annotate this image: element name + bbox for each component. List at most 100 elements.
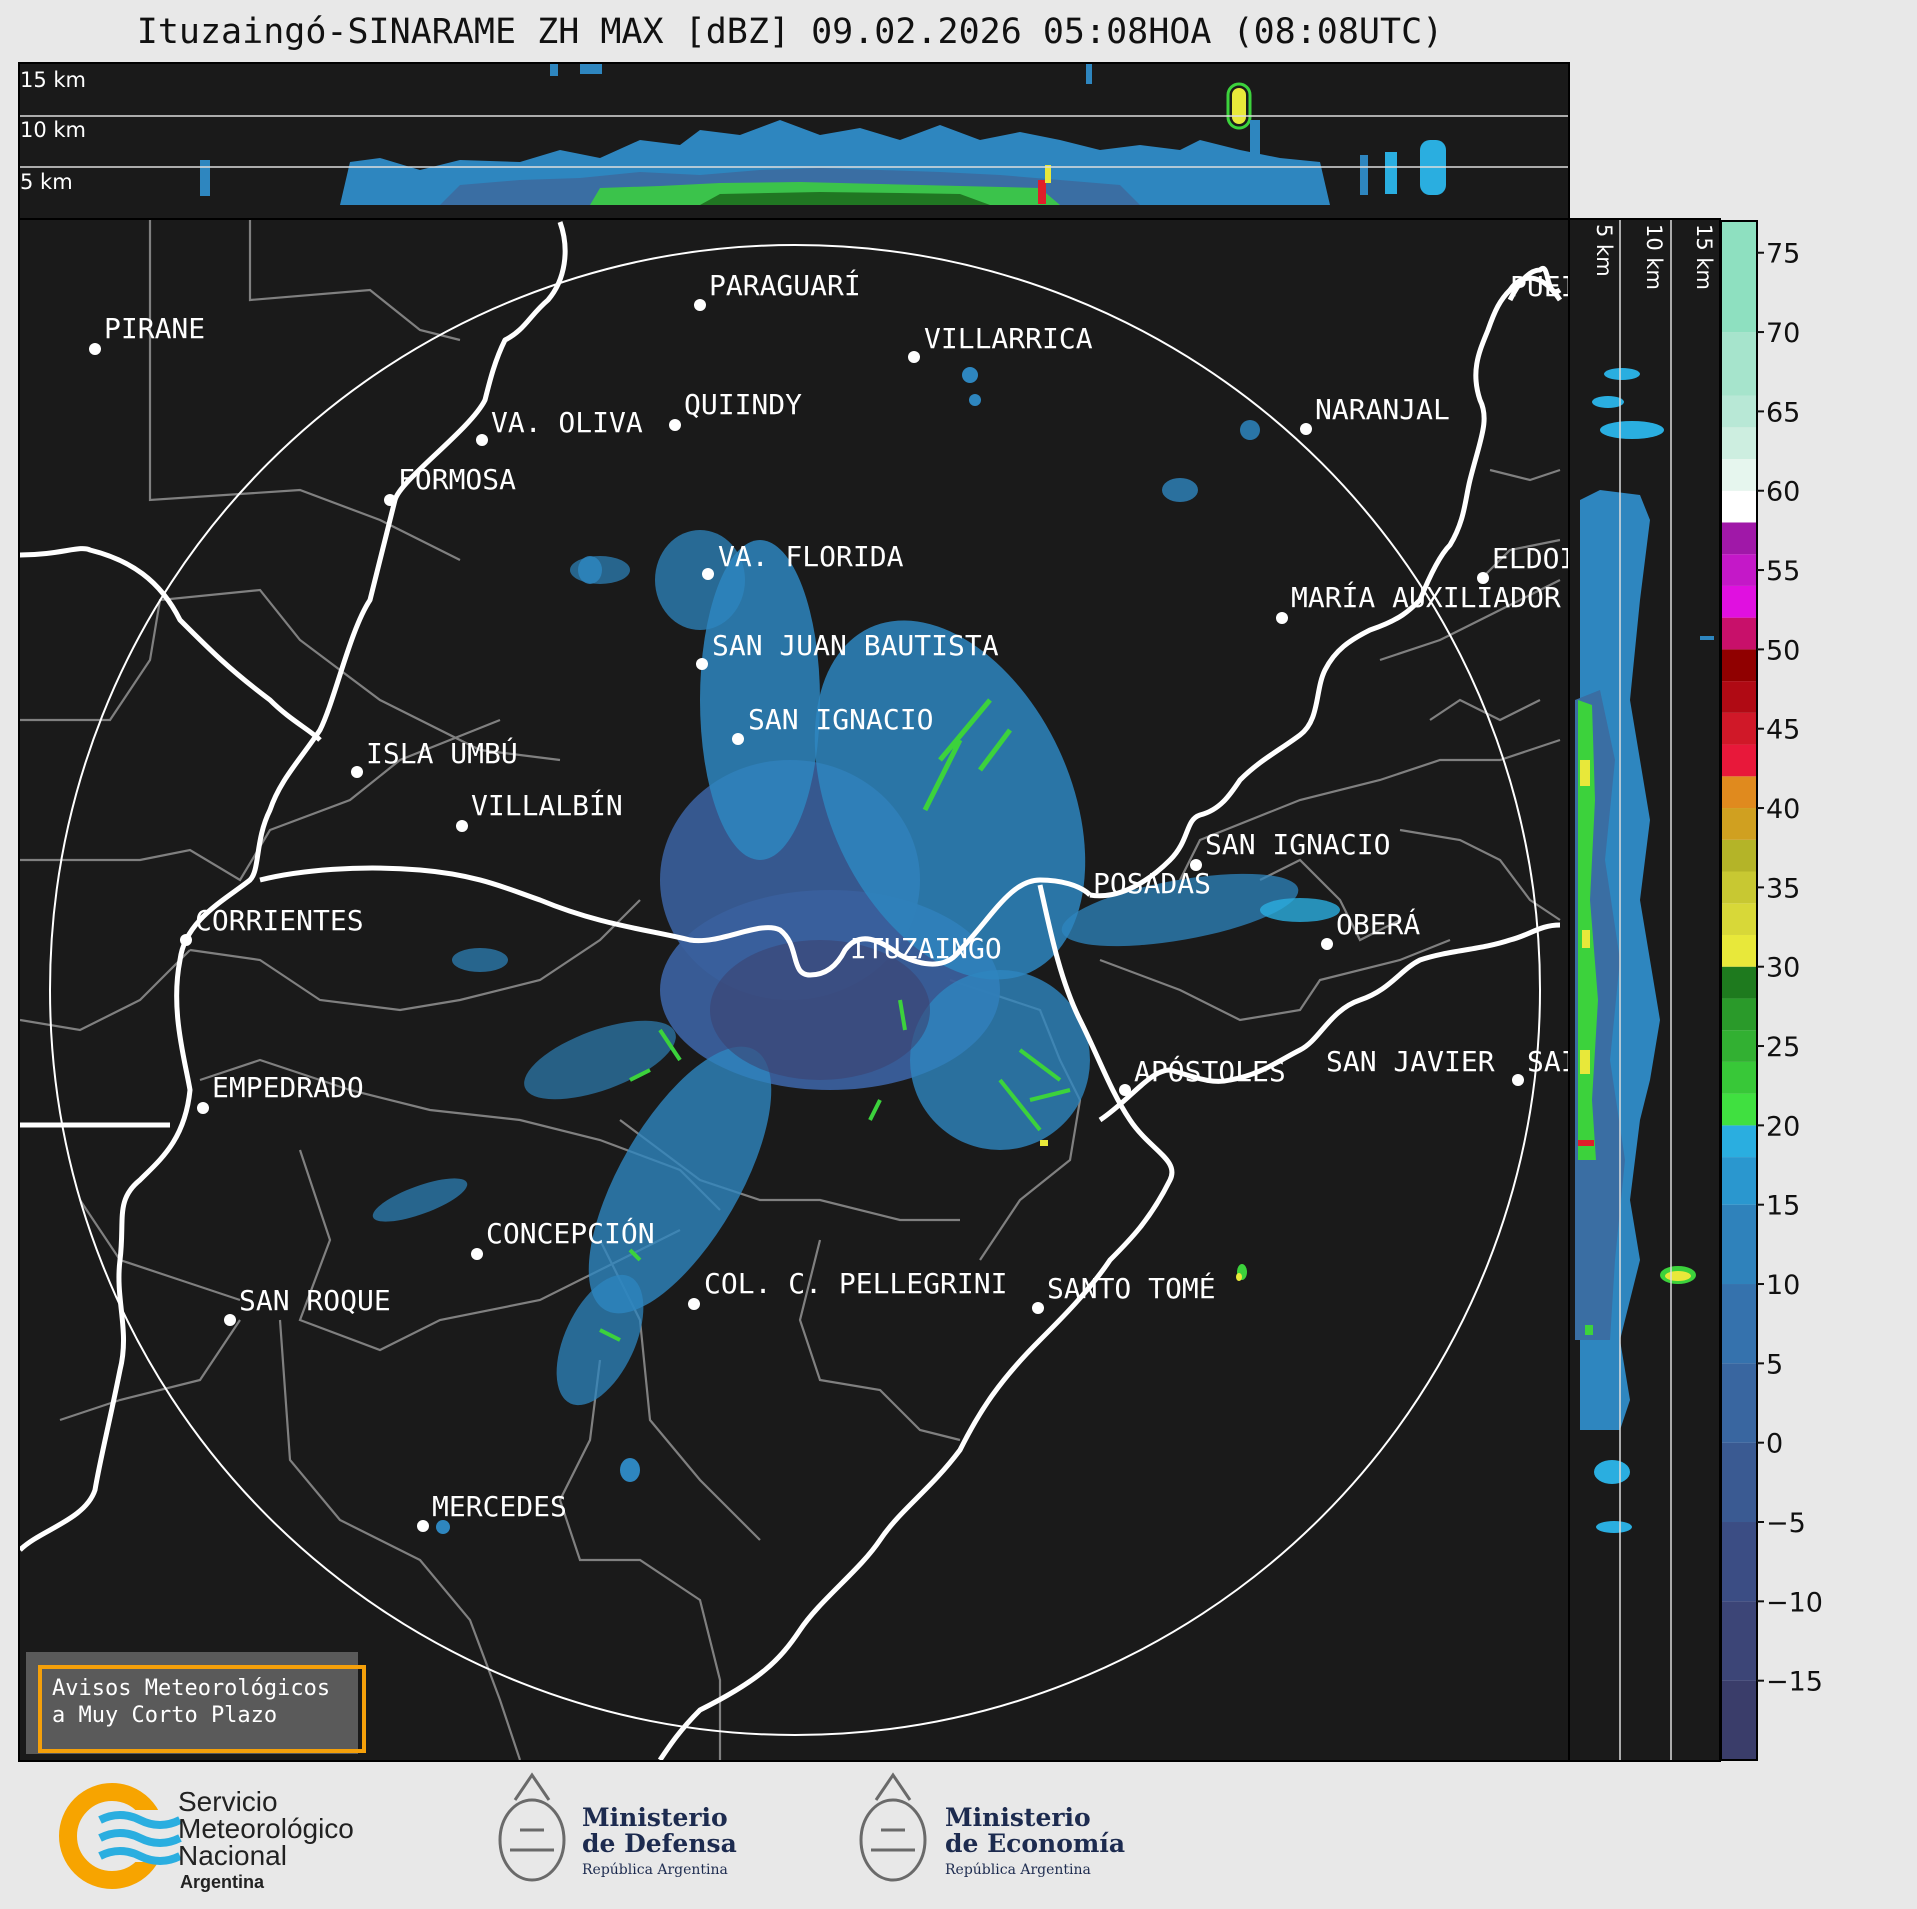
defensa-line-3: República Argentina bbox=[582, 1862, 728, 1878]
smn-logo bbox=[59, 1783, 182, 1889]
colorbar-tick-label: −10 bbox=[1766, 1587, 1823, 1618]
place-label: VA. FLORIDA bbox=[718, 540, 904, 573]
place-label: MERCEDES bbox=[432, 1490, 567, 1523]
colorbar-band bbox=[1721, 522, 1757, 555]
side-height-label-5km: 5 km bbox=[1592, 224, 1616, 277]
colorbar-band bbox=[1721, 1284, 1757, 1364]
defensa-line-2: de Defensa bbox=[582, 1829, 737, 1858]
height-label-10km: 10 km bbox=[20, 118, 86, 142]
colorbar-band bbox=[1721, 903, 1757, 935]
colorbar-tick-label: 15 bbox=[1766, 1191, 1800, 1222]
rivers-borders bbox=[20, 221, 1563, 1760]
colorbar-tick-label: 75 bbox=[1766, 239, 1800, 270]
economia-line-3: República Argentina bbox=[945, 1862, 1091, 1878]
colorbar-tick-label: −15 bbox=[1766, 1667, 1823, 1698]
smn-line-4: Argentina bbox=[180, 1872, 265, 1892]
colorbar-tick-label: 35 bbox=[1766, 873, 1800, 904]
colorbar-band bbox=[1721, 871, 1757, 904]
colorbar-band bbox=[1721, 585, 1757, 618]
place-label: PIRANE bbox=[104, 312, 205, 345]
defensa-line-1: Ministerio bbox=[582, 1803, 728, 1832]
colorbar-tick-label: 30 bbox=[1766, 953, 1800, 984]
place-label: SAN JAVIER bbox=[1326, 1045, 1495, 1078]
colorbar-tick-label: −5 bbox=[1766, 1508, 1806, 1539]
colorbar-tick-label: 20 bbox=[1766, 1111, 1800, 1142]
warning-line-2: a Muy Corto Plazo bbox=[52, 1703, 278, 1728]
colorbar-band bbox=[1721, 1522, 1757, 1602]
colorbar-band bbox=[1721, 1093, 1757, 1126]
place-label: OBERÁ bbox=[1336, 907, 1420, 941]
colorbar-band bbox=[1721, 744, 1757, 777]
colorbar-tick-label: 50 bbox=[1766, 635, 1800, 666]
defensa-seal bbox=[498, 1772, 566, 1882]
place-label: VA. OLIVA bbox=[491, 406, 643, 439]
economia-line-1: Ministerio bbox=[945, 1803, 1091, 1832]
place-label: SAN IGNACIO bbox=[748, 703, 933, 736]
economia-seal bbox=[859, 1772, 927, 1882]
place-label: ELDOI bbox=[1492, 542, 1576, 575]
colorbar-band bbox=[1721, 1204, 1757, 1285]
place-label: SAN JUAN BAUTISTA bbox=[712, 629, 999, 662]
colorbar-band bbox=[1721, 1363, 1757, 1443]
place-markers bbox=[89, 299, 1524, 1532]
place-label: FORMOSA bbox=[398, 463, 516, 496]
colorbar-band bbox=[1721, 966, 1757, 999]
colorbar-tick-label: 10 bbox=[1766, 1270, 1800, 1301]
colorbar-band bbox=[1721, 1601, 1757, 1681]
smn-line-2: Meteorológico bbox=[178, 1813, 354, 1844]
place-label: PARAGUARÍ bbox=[709, 268, 861, 302]
colorbar-tick-label: 55 bbox=[1766, 556, 1800, 587]
colorbar-band bbox=[1721, 395, 1757, 428]
place-label: VILLALBÍN bbox=[471, 788, 623, 822]
place-label: QUIINDY bbox=[684, 388, 802, 421]
colorbar-band bbox=[1721, 1157, 1757, 1205]
place-label: ITUZAINGO bbox=[850, 932, 1002, 965]
colorbar-band bbox=[1721, 490, 1757, 523]
colorbar-tick-label: 5 bbox=[1766, 1349, 1783, 1380]
colorbar-tick-label: 60 bbox=[1766, 477, 1800, 508]
colorbar bbox=[1721, 221, 1757, 1760]
colorbar-tick-label: 0 bbox=[1766, 1429, 1783, 1460]
top-echo-profile bbox=[200, 64, 1446, 205]
colorbar-band bbox=[1721, 776, 1757, 809]
colorbar-band bbox=[1721, 617, 1757, 650]
place-label: MARÍA AUXILIADOR bbox=[1291, 580, 1561, 614]
smn-line-1: Servicio bbox=[178, 1786, 278, 1817]
place-label: PUEI bbox=[1510, 270, 1577, 303]
colorbar-frame bbox=[1720, 220, 1758, 1761]
colorbar-band bbox=[1721, 1125, 1757, 1158]
place-label: POSADAS bbox=[1093, 867, 1211, 900]
colorbar-band bbox=[1721, 427, 1757, 459]
colorbar-band bbox=[1721, 458, 1757, 491]
smn-line-3: Nacional bbox=[178, 1840, 287, 1871]
colorbar-tick-label: 70 bbox=[1766, 318, 1800, 349]
economia-logo-text: Ministerio de Economía República Argenti… bbox=[945, 1805, 1125, 1883]
colorbar-band bbox=[1721, 808, 1757, 840]
side-height-label-10km: 10 km bbox=[1642, 224, 1666, 290]
place-label: ISLA UMBÚ bbox=[366, 736, 518, 770]
smn-logo-text: Servicio Meteorológico Nacional Argentin… bbox=[178, 1788, 354, 1896]
colorbar-tick-label: 45 bbox=[1766, 715, 1800, 746]
colorbar-band bbox=[1721, 649, 1757, 682]
colorbar-tick-label: 40 bbox=[1766, 794, 1800, 825]
colorbar-band bbox=[1721, 1680, 1757, 1760]
footer-logos: Servicio Meteorológico Nacional Argentin… bbox=[0, 1760, 1917, 1909]
colorbar-ticks: 75 70 65 60 55 50 45 40 35 30 25 20 15 1… bbox=[1757, 239, 1823, 1698]
place-label: SAI bbox=[1527, 1045, 1578, 1078]
place-label: COL. C. PELLEGRINI bbox=[704, 1267, 1007, 1300]
map-title: Ituzaingó-SINARAME ZH MAX [dBZ] 09.02.20… bbox=[136, 12, 1444, 52]
colorbar-band bbox=[1721, 839, 1757, 872]
side-height-label-15km: 15 km bbox=[1692, 224, 1716, 290]
place-label: VILLARRICA bbox=[924, 322, 1093, 355]
place-label: NARANJAL bbox=[1315, 393, 1450, 426]
defensa-logo-text: Ministerio de Defensa República Argentin… bbox=[582, 1805, 737, 1883]
colorbar-band bbox=[1721, 1030, 1757, 1062]
colorbar-band bbox=[1721, 998, 1757, 1031]
range-ring bbox=[49, 244, 1541, 1736]
place-label: SAN ROQUE bbox=[239, 1284, 391, 1317]
colorbar-band bbox=[1721, 934, 1757, 967]
warning-panel[interactable]: Avisos Meteorológicos a Muy Corto Plazo bbox=[26, 1652, 366, 1754]
place-label: EMPEDRADO bbox=[212, 1071, 364, 1104]
colorbar-band bbox=[1721, 332, 1757, 396]
